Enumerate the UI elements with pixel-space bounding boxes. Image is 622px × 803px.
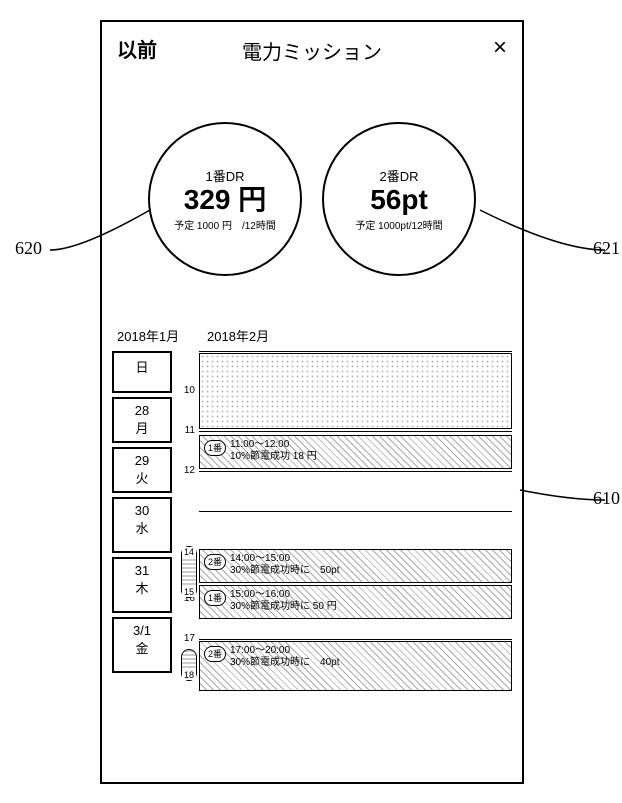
day-cell[interactable]: 日 bbox=[112, 351, 172, 393]
dr1-value: 329 円 bbox=[184, 185, 267, 216]
dr2-circle[interactable]: 2番DR 56pt 予定 1000pt/12時間 bbox=[322, 122, 476, 276]
event-block[interactable]: 2番17:00～20:0030%節電成功時に 40pt bbox=[199, 641, 512, 691]
month-feb[interactable]: 2018年2月 bbox=[207, 326, 269, 345]
day-cell[interactable]: 30水 bbox=[112, 497, 172, 553]
day-column: 日28月29火30水31木3/1金 bbox=[112, 351, 172, 677]
day-cell[interactable]: 28月 bbox=[112, 397, 172, 443]
dr2-label: 2番DR bbox=[379, 166, 418, 185]
day-cell[interactable]: 3/1金 bbox=[112, 617, 172, 673]
page-title: 電力ミッション bbox=[102, 36, 522, 65]
grid-line bbox=[199, 471, 512, 472]
grid-line bbox=[199, 351, 512, 352]
dr1-circle[interactable]: 1番DR 329 円 予定 1000 円 /12時間 bbox=[148, 122, 302, 276]
event-badge: 1番 bbox=[204, 440, 226, 456]
hour-tick: 11 bbox=[177, 425, 195, 436]
day-cell[interactable]: 31木 bbox=[112, 557, 172, 613]
dr2-value: 56pt bbox=[370, 185, 428, 216]
event-badge: 2番 bbox=[204, 554, 226, 570]
close-icon[interactable]: × bbox=[493, 34, 507, 62]
header: 以前 電力ミッション × bbox=[102, 22, 522, 82]
event-text: 14:00～15:0030%節電成功時に 50pt bbox=[230, 553, 507, 577]
phone-frame: 以前 電力ミッション × 1番DR 329 円 予定 1000 円 /12時間 … bbox=[100, 20, 524, 784]
event-text: 15:00～16:0030%節電成功時に 50 円 bbox=[230, 589, 507, 613]
event-text: 11:00～12:0010%節電成功 18 円 bbox=[230, 439, 507, 463]
month-jan[interactable]: 2018年1月 bbox=[117, 326, 207, 345]
month-tabs: 2018年1月 2018年2月 bbox=[102, 326, 522, 345]
timeline: 日28月29火30水31木3/1金 10111216171415181番11:0… bbox=[112, 351, 512, 701]
callout-610: 610 bbox=[593, 488, 620, 509]
grid-line bbox=[199, 511, 512, 512]
event-text: 17:00～20:0030%節電成功時に 40pt bbox=[230, 645, 507, 669]
callout-621: 621 bbox=[593, 238, 620, 259]
grid-line bbox=[199, 431, 512, 432]
time-pill: 1415 bbox=[181, 546, 197, 598]
dr1-label: 1番DR bbox=[205, 166, 244, 185]
grid-line bbox=[199, 639, 512, 640]
hour-tick: 12 bbox=[177, 465, 195, 476]
event-badge: 1番 bbox=[204, 590, 226, 606]
summary-circles: 1番DR 329 円 予定 1000 円 /12時間 2番DR 56pt 予定 … bbox=[102, 122, 522, 276]
day-cell[interactable]: 29火 bbox=[112, 447, 172, 493]
event-block[interactable]: 2番14:00～15:0030%節電成功時に 50pt bbox=[199, 549, 512, 583]
dr2-sub: 予定 1000pt/12時間 bbox=[355, 217, 442, 232]
event-block[interactable]: 1番15:00～16:0030%節電成功時に 50 円 bbox=[199, 585, 512, 619]
event-block[interactable]: 1番11:00～12:0010%節電成功 18 円 bbox=[199, 435, 512, 469]
time-pill: 18 bbox=[181, 649, 197, 681]
dr1-sub: 予定 1000 円 /12時間 bbox=[174, 217, 276, 232]
patent-figure: 以前 電力ミッション × 1番DR 329 円 予定 1000 円 /12時間 … bbox=[10, 10, 610, 790]
hour-tick: 10 bbox=[177, 385, 195, 396]
event-block[interactable] bbox=[199, 353, 512, 429]
hour-tick: 17 bbox=[177, 633, 195, 644]
callout-620: 620 bbox=[15, 238, 42, 259]
event-badge: 2番 bbox=[204, 646, 226, 662]
